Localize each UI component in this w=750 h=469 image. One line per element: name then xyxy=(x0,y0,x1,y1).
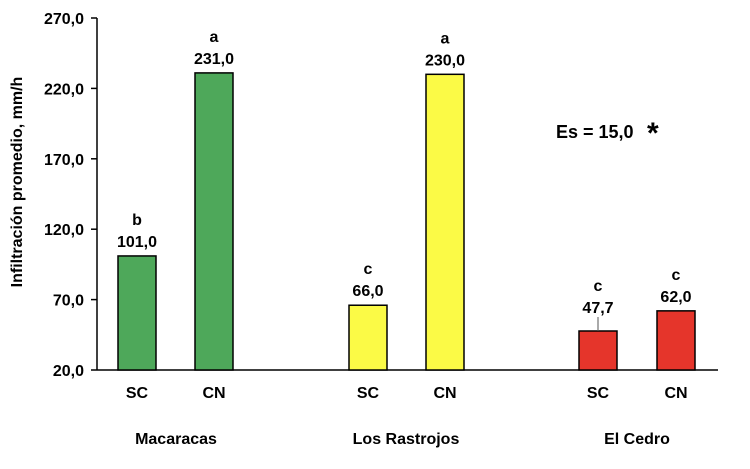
significance-letter: a xyxy=(210,29,219,46)
y-tick-label: 70,0 xyxy=(53,293,84,310)
bar xyxy=(194,72,234,371)
y-tick-label: 120,0 xyxy=(44,222,84,239)
bar-value-label: 230,0 xyxy=(425,52,465,69)
bar-value-label: 62,0 xyxy=(660,289,691,306)
significance-letter: c xyxy=(594,278,603,295)
bar xyxy=(117,255,157,371)
significance-letter: a xyxy=(441,30,450,47)
group-label: Los Rastrojos xyxy=(353,431,460,448)
y-tick-label: 270,0 xyxy=(44,11,84,28)
std-error-annotation: Es = 15,0 xyxy=(556,122,634,142)
bar xyxy=(425,73,465,371)
bar-value-label: 66,0 xyxy=(352,283,383,300)
group-label: El Cedro xyxy=(604,431,670,448)
bars xyxy=(117,72,696,371)
bar xyxy=(578,330,618,371)
significance-letter: b xyxy=(132,212,142,229)
x-category-label: SC xyxy=(126,385,149,402)
y-tick-label: 20,0 xyxy=(53,363,84,380)
bar-value-label: 231,0 xyxy=(194,51,234,68)
significance-asterisk: * xyxy=(647,117,659,150)
y-tick-label: 170,0 xyxy=(44,152,84,169)
bar xyxy=(348,304,388,371)
x-category-label: SC xyxy=(587,385,610,402)
bar xyxy=(656,310,696,371)
significance-letter: c xyxy=(364,261,373,278)
y-tick-label: 220,0 xyxy=(44,81,84,98)
bar-value-label: 101,0 xyxy=(117,234,157,251)
x-category-label: SC xyxy=(357,385,380,402)
group-label: Macaracas xyxy=(135,431,217,448)
bar-labels: 101,0 b SC 231,0 a CN Macaracas 66,0 c SC 230,0 a CN… xyxy=(117,29,692,448)
x-category-label: CN xyxy=(664,385,687,402)
bar-value-label: 47,7 xyxy=(582,300,613,317)
significance-letter: c xyxy=(672,267,681,284)
y-axis-title: Infiltración promedio, mm/h xyxy=(9,77,26,288)
x-category-label: CN xyxy=(202,385,225,402)
x-category-label: CN xyxy=(433,385,456,402)
